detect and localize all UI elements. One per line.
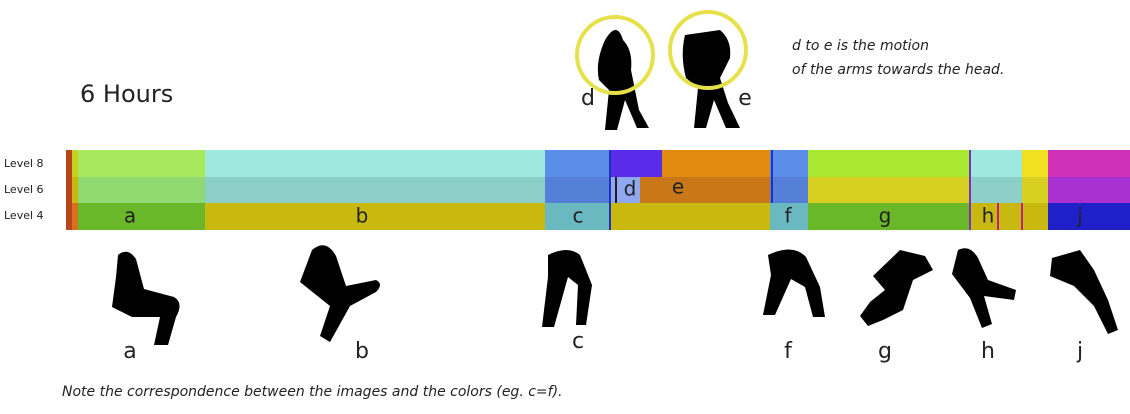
band-segment [205,177,545,203]
band-label: d [624,177,637,201]
band-segment [640,177,770,203]
band-segment [770,203,808,230]
band-segment [970,177,1022,203]
pose-label: b [355,339,369,364]
band-segment [1048,150,1130,177]
band-segment [205,203,545,230]
title: 6 Hours [80,80,173,108]
band-segment [66,150,72,177]
band-segment [1022,150,1048,177]
level-label: Level 8 [4,157,44,170]
pose-label: f [784,339,793,364]
band-segment [78,150,205,177]
pose-label: d [581,86,595,111]
top-silhouettes [575,10,748,130]
band-segment [610,203,770,230]
band-segment [1022,177,1048,203]
band-label: g [879,204,892,228]
band-segment [78,177,205,203]
band-label: b [356,204,369,228]
band-segment [66,203,72,230]
note: Note the correspondence between the imag… [62,384,563,400]
annotation-line: d to e is the motion [792,38,929,54]
band-segment [808,150,970,177]
band-segment [770,150,808,177]
band-segment [970,203,1048,230]
pose-label: c [572,329,584,354]
timeline-bands [66,150,1130,230]
band-segment [970,150,1022,177]
band-segment [66,177,72,203]
band-segment [662,150,770,177]
band-label: f [784,204,792,228]
band-segment [770,177,808,203]
band-label: a [124,204,136,228]
band-segment [808,203,970,230]
band-segment [545,177,610,203]
level-label: Level 4 [4,209,44,222]
pose-label: e [738,86,752,111]
pose-label: j [1076,339,1083,364]
annotation-line: of the arms towards the head. [792,62,1004,78]
bottom-silhouettes [112,245,1118,345]
band-segment [545,203,610,230]
pose-label: g [878,339,892,364]
band-segment [72,150,78,177]
band-segment [72,177,78,203]
band-segment [545,150,610,177]
band-label: h [982,204,995,228]
band-segment [1048,203,1130,230]
level-label: Level 6 [4,183,44,196]
band-segment [610,150,662,177]
band-label: j [1076,204,1083,228]
band-segment [72,203,78,230]
band-segment [808,177,970,203]
band-segment [1048,177,1130,203]
band-segment [78,203,205,230]
band-label: e [672,175,684,199]
pose-label: a [123,339,136,364]
band-segment [205,150,545,177]
band-label: c [573,204,584,228]
pose-label: h [981,339,995,364]
